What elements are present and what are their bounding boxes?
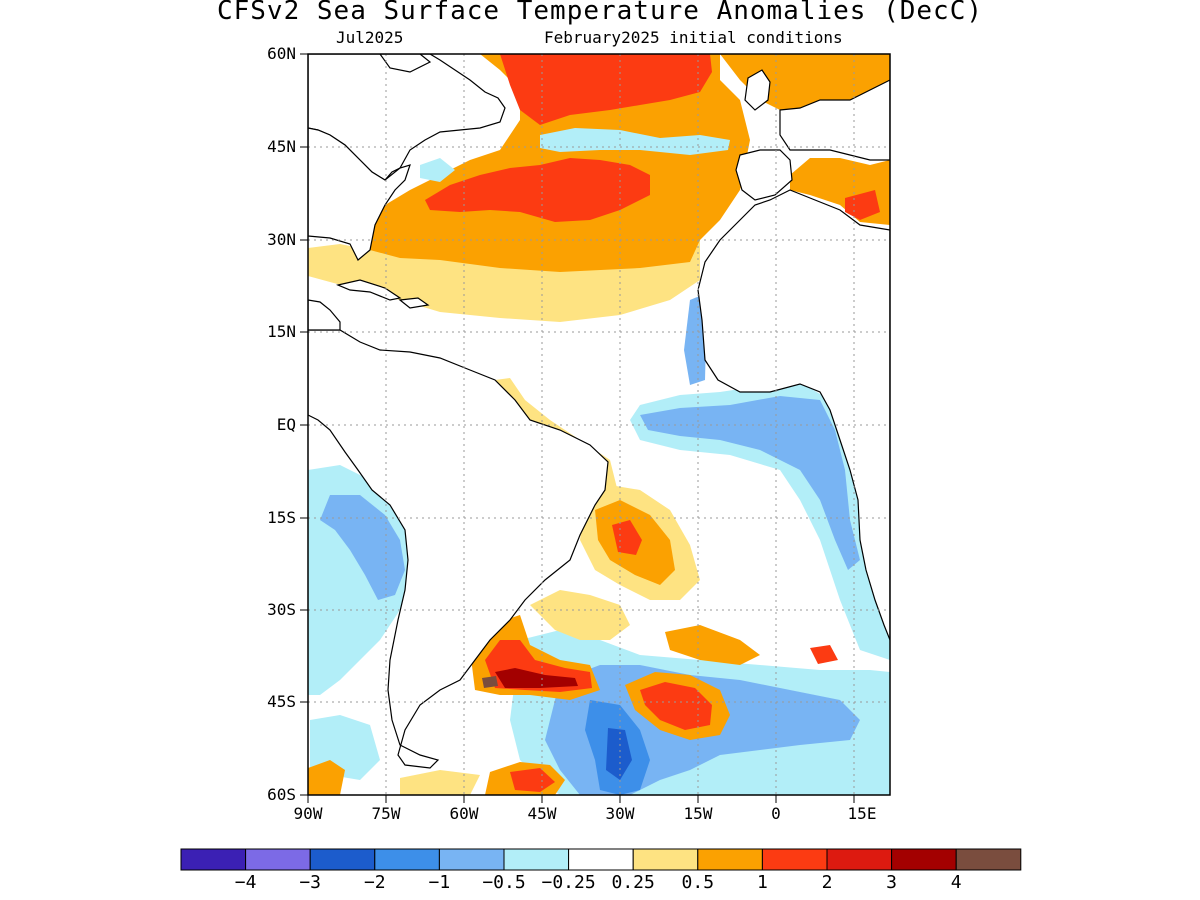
map-title: CFSv2 Sea Surface Temperature Anomalies … xyxy=(216,0,984,26)
legend-label: 0.25 xyxy=(611,872,655,893)
land-iberia xyxy=(735,149,793,201)
land-south-america xyxy=(308,329,609,769)
anomaly-region-west-africa xyxy=(684,295,706,385)
anomaly-region-ne-brazil xyxy=(495,378,620,510)
legend-swatch xyxy=(568,848,634,871)
anomaly-region-so-red-bottom xyxy=(510,768,555,792)
lat-label-45s: 45S xyxy=(267,692,296,711)
legend-swatch xyxy=(891,848,957,871)
anomaly-region-nh-red-2 xyxy=(425,158,650,222)
legend-swatch xyxy=(955,848,1022,871)
lon-label-90w: 90W xyxy=(293,804,323,823)
land-hispaniola xyxy=(398,297,430,309)
legend-swatch xyxy=(438,848,505,871)
lat-label-15n: 15N xyxy=(267,322,296,341)
legend-swatch xyxy=(632,848,699,871)
tick-marks xyxy=(300,53,855,803)
anomaly-region-east-red xyxy=(810,645,838,664)
legend-swatch xyxy=(180,848,247,871)
lon-label-60w: 60W xyxy=(449,804,479,823)
land-africa-europe xyxy=(697,189,890,641)
anomaly-field xyxy=(308,54,890,795)
anomaly-region-med-red xyxy=(845,190,880,220)
anomaly-region-so-yellow-bottom xyxy=(400,770,480,795)
legend-label: −1 xyxy=(428,872,451,893)
lon-label-15e: 15E xyxy=(847,804,877,823)
legend-label: −0.5 xyxy=(482,872,526,893)
lon-label-0: 0 xyxy=(771,804,781,823)
lon-label-30w: 30W xyxy=(605,804,635,823)
anomaly-region-nh-cool xyxy=(540,128,730,155)
legend-label: 3 xyxy=(886,872,898,893)
legend-swatch xyxy=(826,848,893,871)
anomaly-region-guinea-mid xyxy=(640,396,860,570)
lat-label-15s: 15S xyxy=(267,508,296,527)
anomaly-region-east-orange xyxy=(665,625,760,665)
legend-label: −3 xyxy=(299,872,322,893)
anomaly-region-malvinas-dark xyxy=(495,668,578,688)
anomaly-region-malvinas-max xyxy=(482,676,498,688)
lon-label-15w: 15W xyxy=(683,804,713,823)
land-greenland-edge xyxy=(379,54,432,73)
legend-swatch xyxy=(503,848,570,871)
lat-label-30s: 30S xyxy=(267,600,296,619)
anomaly-region-gulf-cool xyxy=(420,158,455,182)
lat-label-30n: 30N xyxy=(267,230,296,249)
anomaly-region-mid-red xyxy=(640,682,712,730)
anomaly-region-brazil-current xyxy=(530,590,630,640)
lat-label-45n: 45N xyxy=(267,137,296,156)
legend-label: 2 xyxy=(821,872,833,893)
lon-label-75w: 75W xyxy=(371,804,401,823)
legend-swatch xyxy=(374,848,440,871)
legend-label: −0.25 xyxy=(541,872,596,893)
land-cuba xyxy=(336,279,402,301)
legend-label: −2 xyxy=(363,872,386,893)
land-central-america xyxy=(308,299,341,331)
land-us-east xyxy=(308,127,411,261)
gridlines xyxy=(308,54,890,795)
forecast-month: Jul2025 xyxy=(336,28,404,47)
legend-swatch xyxy=(761,848,828,871)
anomaly-region-so-dark-2 xyxy=(606,728,632,780)
legend-label: 4 xyxy=(950,872,962,893)
anomaly-region-so-orange-bottom xyxy=(308,760,345,795)
legend-label: 1 xyxy=(756,872,768,893)
land-uk xyxy=(744,69,771,111)
anomaly-region-pacific-mid xyxy=(320,495,405,600)
lat-label-60n: 60N xyxy=(267,44,296,63)
legend-swatch xyxy=(309,848,376,871)
anomaly-region-nh-red xyxy=(500,54,712,125)
legend-label: 0.5 xyxy=(681,872,715,893)
color-legend xyxy=(180,848,1022,871)
initial-conditions: February2025 initial conditions xyxy=(544,28,843,47)
land-europe-north xyxy=(779,79,890,161)
lon-label-45w: 45W xyxy=(527,804,557,823)
legend-swatch xyxy=(245,848,311,871)
lat-label-60s: 60S xyxy=(267,785,296,804)
lat-label-eq: EQ xyxy=(276,415,296,434)
legend-label: −4 xyxy=(234,872,257,893)
legend-swatch xyxy=(697,848,763,871)
